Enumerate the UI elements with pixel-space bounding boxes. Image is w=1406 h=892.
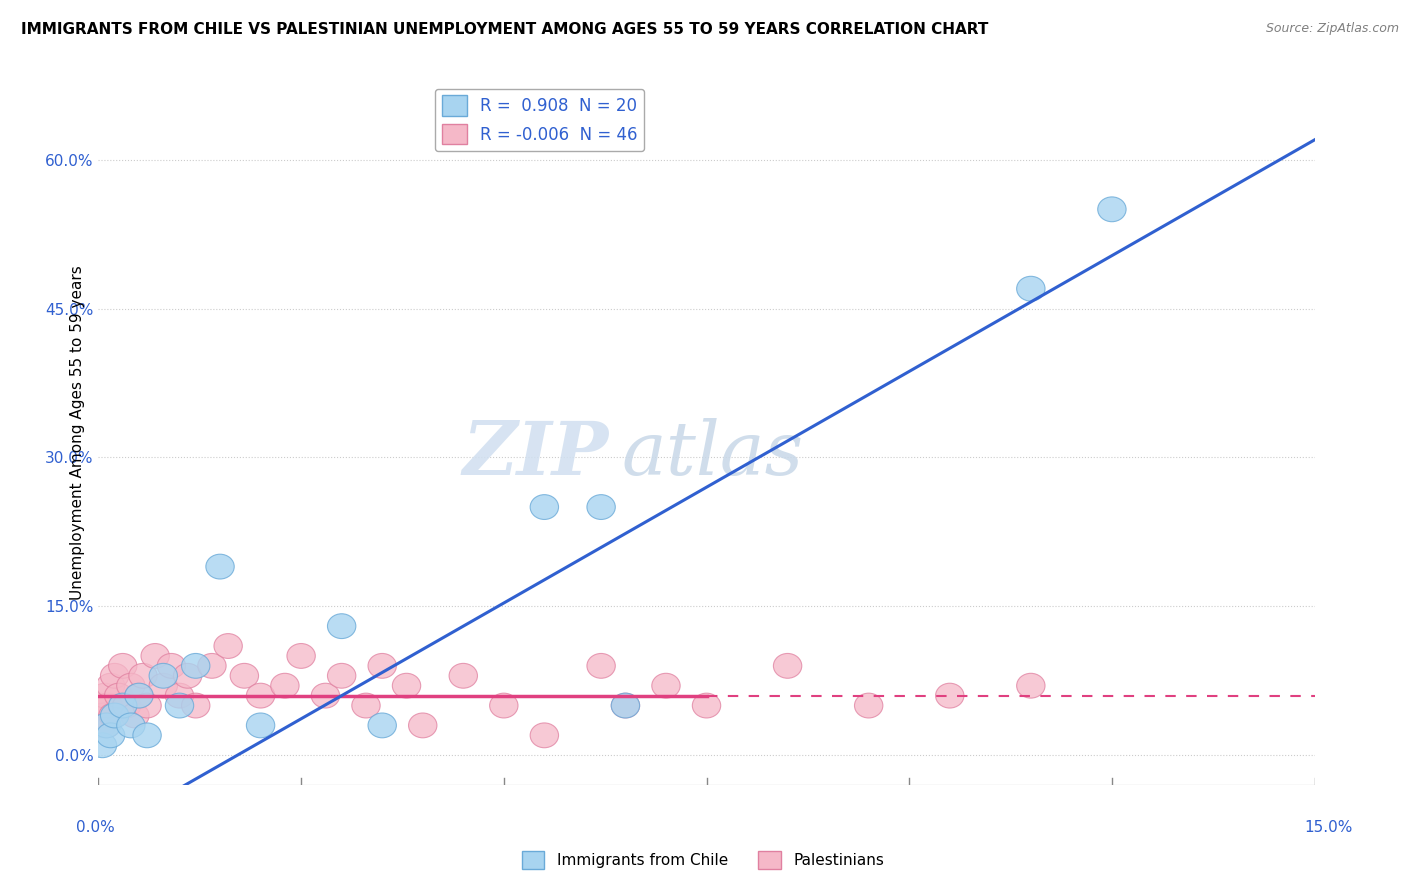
Ellipse shape bbox=[328, 664, 356, 689]
Ellipse shape bbox=[246, 713, 274, 738]
Ellipse shape bbox=[612, 693, 640, 718]
Text: 15.0%: 15.0% bbox=[1305, 821, 1353, 835]
Ellipse shape bbox=[117, 713, 145, 738]
Ellipse shape bbox=[129, 664, 157, 689]
Ellipse shape bbox=[166, 693, 194, 718]
Ellipse shape bbox=[134, 693, 162, 718]
Ellipse shape bbox=[86, 693, 114, 718]
Ellipse shape bbox=[108, 693, 136, 718]
Ellipse shape bbox=[271, 673, 299, 698]
Ellipse shape bbox=[93, 713, 121, 738]
Text: IMMIGRANTS FROM CHILE VS PALESTINIAN UNEMPLOYMENT AMONG AGES 55 TO 59 YEARS CORR: IMMIGRANTS FROM CHILE VS PALESTINIAN UNE… bbox=[21, 22, 988, 37]
Ellipse shape bbox=[449, 664, 478, 689]
Ellipse shape bbox=[530, 495, 558, 519]
Ellipse shape bbox=[100, 664, 129, 689]
Ellipse shape bbox=[1017, 277, 1045, 301]
Ellipse shape bbox=[125, 683, 153, 708]
Ellipse shape bbox=[181, 654, 209, 678]
Ellipse shape bbox=[328, 614, 356, 639]
Ellipse shape bbox=[368, 713, 396, 738]
Ellipse shape bbox=[352, 693, 380, 718]
Ellipse shape bbox=[97, 673, 125, 698]
Ellipse shape bbox=[855, 693, 883, 718]
Ellipse shape bbox=[652, 673, 681, 698]
Ellipse shape bbox=[612, 693, 640, 718]
Ellipse shape bbox=[173, 664, 202, 689]
Ellipse shape bbox=[125, 683, 153, 708]
Text: Source: ZipAtlas.com: Source: ZipAtlas.com bbox=[1265, 22, 1399, 36]
Ellipse shape bbox=[246, 683, 274, 708]
Ellipse shape bbox=[489, 693, 517, 718]
Ellipse shape bbox=[530, 723, 558, 747]
Ellipse shape bbox=[100, 703, 129, 728]
Ellipse shape bbox=[108, 654, 136, 678]
Ellipse shape bbox=[89, 733, 117, 757]
Ellipse shape bbox=[121, 703, 149, 728]
Ellipse shape bbox=[91, 683, 120, 708]
Ellipse shape bbox=[586, 654, 616, 678]
Ellipse shape bbox=[409, 713, 437, 738]
Ellipse shape bbox=[89, 703, 118, 728]
Legend: R =  0.908  N = 20, R = -0.006  N = 46: R = 0.908 N = 20, R = -0.006 N = 46 bbox=[434, 88, 644, 151]
Ellipse shape bbox=[97, 723, 125, 747]
Text: ZIP: ZIP bbox=[463, 417, 609, 490]
Ellipse shape bbox=[231, 664, 259, 689]
Ellipse shape bbox=[368, 654, 396, 678]
Ellipse shape bbox=[117, 673, 145, 698]
Legend: Immigrants from Chile, Palestinians: Immigrants from Chile, Palestinians bbox=[516, 845, 890, 875]
Ellipse shape bbox=[98, 703, 127, 728]
Ellipse shape bbox=[773, 654, 801, 678]
Ellipse shape bbox=[141, 643, 169, 668]
Ellipse shape bbox=[149, 673, 177, 698]
Ellipse shape bbox=[1017, 673, 1045, 698]
Ellipse shape bbox=[112, 693, 141, 718]
Text: atlas: atlas bbox=[621, 417, 803, 490]
Ellipse shape bbox=[149, 664, 177, 689]
Ellipse shape bbox=[93, 713, 121, 738]
Y-axis label: Unemployment Among Ages 55 to 59 years: Unemployment Among Ages 55 to 59 years bbox=[69, 265, 84, 600]
Ellipse shape bbox=[287, 643, 315, 668]
Ellipse shape bbox=[166, 683, 194, 708]
Text: 0.0%: 0.0% bbox=[76, 821, 115, 835]
Ellipse shape bbox=[198, 654, 226, 678]
Ellipse shape bbox=[94, 693, 122, 718]
Ellipse shape bbox=[205, 554, 235, 579]
Ellipse shape bbox=[104, 683, 134, 708]
Ellipse shape bbox=[311, 683, 340, 708]
Ellipse shape bbox=[214, 633, 242, 658]
Ellipse shape bbox=[134, 723, 162, 747]
Ellipse shape bbox=[392, 673, 420, 698]
Ellipse shape bbox=[87, 713, 115, 738]
Ellipse shape bbox=[692, 693, 721, 718]
Ellipse shape bbox=[157, 654, 186, 678]
Ellipse shape bbox=[586, 495, 616, 519]
Ellipse shape bbox=[181, 693, 209, 718]
Ellipse shape bbox=[1098, 197, 1126, 222]
Ellipse shape bbox=[935, 683, 965, 708]
